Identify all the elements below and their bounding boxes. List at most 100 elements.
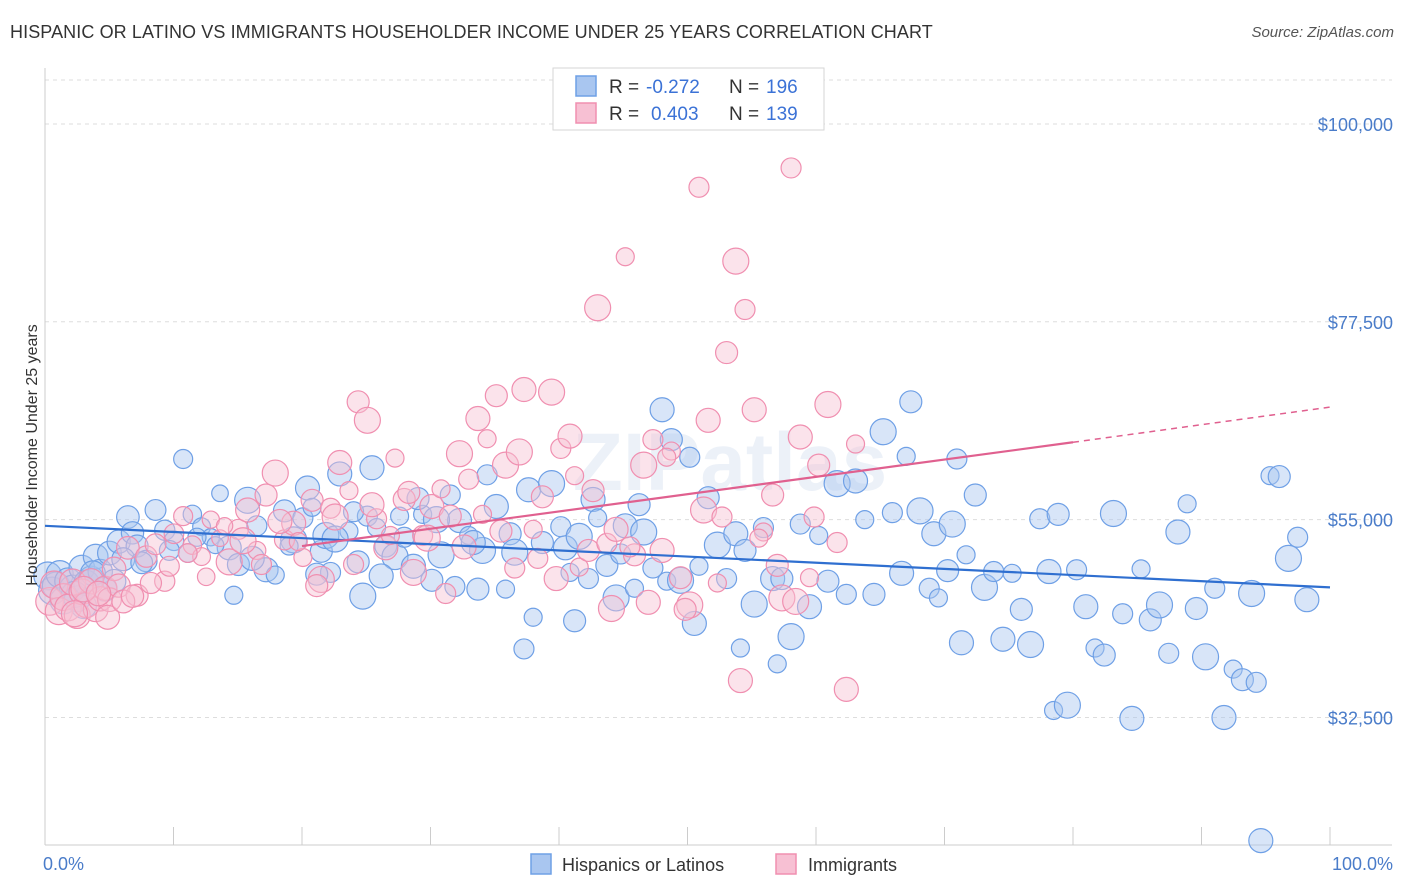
point-immigrant [569,557,589,577]
point-hispanic [881,502,903,524]
point-immigrant [845,434,866,454]
point-immigrant [722,247,750,275]
point-hispanic [789,513,811,535]
point-hispanic [1238,579,1266,608]
point-hispanic [192,517,212,537]
point-hispanic [1177,494,1197,514]
point-hispanic [796,594,823,620]
point-immigrant [445,440,474,468]
point-immigrant [768,584,796,612]
point-immigrant [814,390,842,419]
point-immigrant [734,298,756,321]
point-immigrant [254,483,278,507]
trend-lines [44,406,1331,589]
point-hispanic [896,446,916,466]
point-immigrant [397,480,421,504]
point-immigrant [85,580,112,607]
point-hispanic [1029,508,1051,530]
point-hispanic [816,569,840,593]
point-hispanic [144,498,167,521]
point-hispanic [956,545,976,565]
point-hispanic [842,468,869,494]
point-immigrant [511,376,537,403]
point-immigrant [385,448,405,468]
point-hispanic [1145,591,1174,619]
bottom-legend-label-1: Immigrants [808,855,897,875]
point-hispanic [1112,603,1134,625]
point-immigrant [657,447,677,467]
point-immigrant [300,488,324,512]
y-tick-labels: $32,500 $55,000 $77,500 $100,000 [1318,115,1393,729]
point-hispanic [1274,544,1303,572]
point-immigrant [581,479,605,503]
point-hispanic [115,505,140,529]
point-immigrant [711,506,733,528]
point-hispanic [1287,526,1309,548]
point-hispanic [777,623,805,651]
point-immigrant [101,556,127,582]
point-immigrant [603,516,629,542]
point-hispanic [1165,519,1191,545]
point-hispanic [630,518,658,546]
legend-r-value-1: 0.403 [651,104,699,125]
point-immigrant [163,523,185,545]
point-immigrant [489,519,513,543]
point-immigrant [505,438,533,466]
point-hispanic [1191,643,1220,671]
trend-line-immigrants [301,441,1074,548]
point-immigrant [673,597,697,621]
point-hispanic [679,446,701,468]
point-immigrant [261,459,289,487]
point-immigrant [392,487,416,512]
point-hispanic [809,525,829,546]
point-immigrant [365,508,388,530]
point-immigrant [319,497,342,519]
point-hispanic [211,484,229,503]
point-immigrant [688,176,710,198]
point-immigrant [780,157,802,179]
legend-r-value-0: -0.272 [646,77,700,98]
point-hispanic [659,428,683,452]
point-immigrant [649,537,675,564]
point-hispanic [513,638,535,660]
point-hispanic [855,510,875,530]
point-immigrant [144,533,167,556]
point-hispanic [869,418,897,446]
point-immigrant [803,506,825,528]
point-immigrant [293,547,313,568]
point-hispanic [899,390,923,414]
point-immigrant [504,557,526,579]
point-immigrant [353,406,381,434]
point-immigrant [60,600,89,628]
point-hispanic [1092,643,1116,667]
point-hispanic [588,508,608,528]
point-immigrant [484,384,508,408]
point-immigrant [707,573,727,593]
legend-r-label-1: R = [609,104,639,125]
point-hispanic [265,565,285,585]
legend-n-label-0: N = [729,77,759,98]
point-immigrant [435,582,457,605]
point-immigrant [177,543,198,564]
point-hispanic [1036,558,1062,585]
point-immigrant [139,571,163,595]
point-hispanic [835,583,857,605]
point-immigrant [619,536,641,558]
bottom-legend-swatch-pink [775,853,797,875]
point-hispanic [501,538,529,566]
point-immigrant [749,528,769,548]
y-tick-label: $77,500 [1328,313,1393,333]
series-legend: Hispanics or Latinos Immigrants [530,853,897,875]
point-immigrant [741,397,767,423]
legend-r-label-0: R = [609,77,639,98]
point-hispanic [483,493,509,520]
point-immigrant [584,294,612,322]
point-immigrant [431,479,451,499]
point-hispanic [1119,705,1145,731]
point-immigrant [727,667,754,694]
point-hispanic [1073,594,1099,620]
point-hispanic [368,563,394,589]
point-hispanic [689,556,709,576]
point-hispanic [948,630,975,656]
grid-lines [45,79,1392,718]
